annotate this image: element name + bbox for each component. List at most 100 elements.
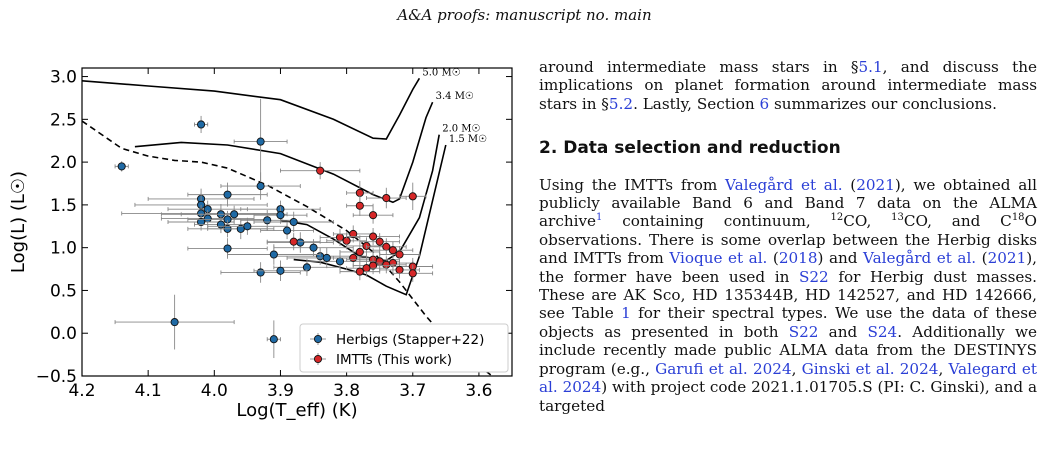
- legend-label-herbig: Herbigs (Stapper+22): [336, 332, 484, 348]
- herbig-marker: [269, 335, 278, 344]
- cite-valegard-2024[interactable]: Valegard et al. 2024: [539, 359, 1038, 397]
- legend-marker-imtt: [313, 354, 323, 364]
- herbig-point: [220, 172, 301, 200]
- herbig-marker: [117, 162, 126, 171]
- herbig-point: [253, 206, 308, 224]
- cite-garufi-2024[interactable]: Garufi et al. 2024: [655, 359, 792, 378]
- cite-vioque-2018[interactable]: Vioque et al.: [669, 249, 768, 268]
- evolution-track-3.4: [134, 101, 434, 204]
- ref-s22[interactable]: S22: [798, 267, 829, 286]
- imtt-point: [332, 225, 374, 243]
- y-tick-label: 1.0: [50, 239, 77, 259]
- evolution-track-1.5: [293, 144, 447, 296]
- imtt-point: [339, 263, 381, 281]
- imtt-point: [266, 233, 321, 251]
- cite-valegard-2021[interactable]: Valegård et al.: [725, 175, 843, 194]
- section-ref-5-1[interactable]: 5.1: [858, 58, 883, 76]
- x-axis-label: Log(T_eff) (K): [236, 400, 357, 421]
- imtt-point: [346, 180, 374, 205]
- data-selection-paragraph: Using the IMTTs from Valegård et al. (20…: [539, 175, 1038, 415]
- hr-diagram-figure: 4.2 4.1 4.0 3.9 3.8 3.7 3.6 −0.5 0.0 0.5 1.0 1.5 2.0…: [0, 48, 520, 462]
- imtt-point: [366, 238, 407, 256]
- herbig-point: [194, 115, 209, 134]
- cite-year-2018[interactable]: 2018: [778, 249, 818, 268]
- table-ref-1[interactable]: 1: [621, 304, 631, 323]
- imtt-point: [372, 254, 414, 272]
- plot-frame: [81, 67, 513, 377]
- herbig-marker: [335, 257, 345, 266]
- herbig-marker: [276, 211, 285, 220]
- x-tick-label: 3.9: [267, 381, 294, 401]
- herbig-marker: [322, 253, 331, 262]
- legend-marker-herbig: [313, 334, 323, 344]
- y-tick-label: 0.0: [50, 324, 77, 344]
- herbig-marker: [263, 216, 272, 225]
- herbig-point: [160, 210, 255, 228]
- imtt-marker: [395, 265, 404, 274]
- imtt-marker: [355, 188, 364, 197]
- y-tick-label: 0.5: [50, 281, 77, 301]
- herbig-point: [187, 238, 268, 259]
- y-tick-label: 1.5: [50, 196, 77, 216]
- track-label: 5.0 M☉: [422, 67, 460, 78]
- herbig-point: [207, 217, 288, 235]
- herbig-marker: [296, 238, 305, 247]
- x-tick-label: 3.7: [399, 381, 426, 401]
- herbig-point: [114, 161, 129, 172]
- imtt-marker: [375, 257, 384, 266]
- herbig-marker: [256, 268, 265, 277]
- ref-s22b[interactable]: S22: [788, 322, 819, 341]
- imtt-marker: [369, 211, 378, 220]
- cite-ginski-2024[interactable]: Ginski et al. 2024: [801, 359, 939, 378]
- intro-paragraph: around intermediate mass stars in §5.1, …: [539, 58, 1037, 113]
- herbig-point: [114, 294, 235, 350]
- plot-area: [82, 77, 493, 376]
- imtt-marker: [375, 237, 384, 246]
- herbig-marker: [230, 210, 239, 219]
- imtt-marker: [355, 267, 364, 276]
- x-tick-label: 3.8: [333, 381, 360, 401]
- herbig-point: [253, 260, 308, 282]
- herbig-point: [266, 320, 281, 359]
- legend-label-imtt: IMTTs (This work): [336, 352, 452, 368]
- imtt-marker: [349, 253, 358, 262]
- zams-dashed-line: [82, 120, 493, 376]
- herbig-marker: [283, 226, 292, 235]
- imtt-marker: [355, 201, 364, 210]
- imtt-marker: [289, 237, 298, 246]
- herbig-point: [220, 262, 301, 283]
- imtt-marker: [388, 246, 397, 255]
- text-column: around intermediate mass stars in §5.1, …: [539, 58, 1037, 415]
- y-axis-label: Log(L) (L☉): [8, 171, 29, 273]
- imtt-marker: [395, 250, 404, 259]
- imtt-point: [346, 227, 400, 246]
- running-header: A&A proofs: manuscript no. main: [397, 6, 652, 24]
- y-tick-label: −0.5: [36, 367, 77, 387]
- herbig-marker: [223, 190, 232, 199]
- ref-s24[interactable]: S24: [867, 322, 898, 341]
- cite-valegard-2021b[interactable]: Valegård et al.: [863, 249, 977, 268]
- herbig-point: [180, 205, 288, 223]
- footnote-1[interactable]: 1: [596, 212, 603, 224]
- track-label: 3.4 M☉: [436, 91, 474, 102]
- cite-year-2021[interactable]: 2021: [856, 175, 895, 194]
- herbig-marker: [203, 214, 212, 223]
- section-ref-6[interactable]: 6: [759, 94, 770, 113]
- imtt-marker: [335, 233, 345, 242]
- herbig-marker: [223, 244, 232, 253]
- herbig-point: [266, 232, 334, 253]
- imtt-marker: [349, 229, 358, 239]
- imtt-marker: [369, 232, 378, 241]
- x-tick-label: 4.2: [68, 381, 95, 401]
- imtt-point: [392, 264, 434, 282]
- herbig-point: [253, 211, 334, 233]
- section-ref-5-2[interactable]: 5.2: [608, 94, 634, 113]
- herbig-point: [167, 213, 235, 231]
- cite-year-2021b[interactable]: 2021: [987, 249, 1027, 268]
- y-tick-label: 3.0: [50, 68, 77, 88]
- imtt-point: [280, 162, 361, 180]
- imtt-point: [399, 182, 427, 211]
- herbig-marker: [269, 250, 278, 259]
- imtt-point: [346, 195, 374, 217]
- imtt-marker: [382, 242, 391, 251]
